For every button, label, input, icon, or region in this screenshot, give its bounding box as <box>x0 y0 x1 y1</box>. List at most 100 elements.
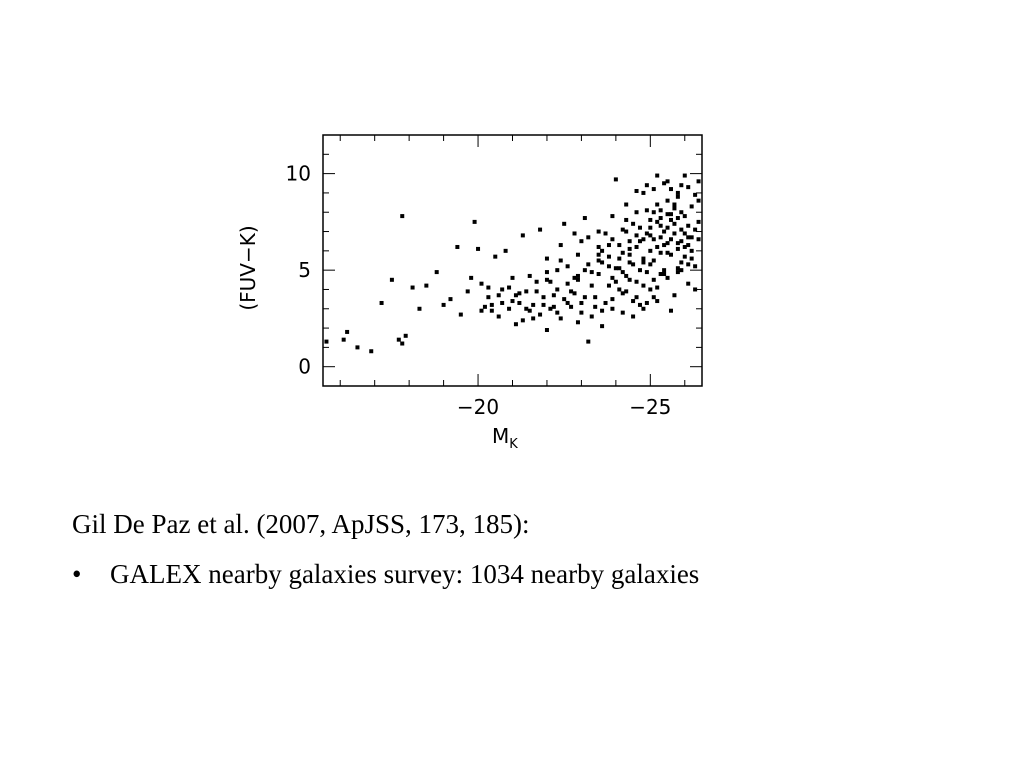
data-point <box>527 273 532 278</box>
data-point <box>648 248 653 253</box>
data-point <box>448 297 453 302</box>
data-point <box>593 304 598 309</box>
data-point <box>675 216 680 221</box>
data-point <box>575 252 580 257</box>
data-point <box>603 300 608 305</box>
data-point <box>517 291 522 296</box>
data-point <box>617 243 622 248</box>
data-point <box>586 262 591 267</box>
data-point <box>544 270 549 275</box>
data-point <box>507 285 512 290</box>
data-point <box>651 237 656 242</box>
caption-bullet-item: • GALEX nearby galaxies survey: 1034 near… <box>72 558 699 590</box>
data-point <box>489 302 494 307</box>
data-point <box>634 188 639 193</box>
data-point <box>637 302 642 307</box>
data-point <box>631 299 636 304</box>
data-point <box>679 268 684 273</box>
data-point <box>558 243 563 248</box>
data-point <box>675 246 680 251</box>
data-point <box>500 300 505 305</box>
data-point <box>665 250 670 255</box>
data-point <box>541 295 546 300</box>
data-point <box>620 310 625 315</box>
data-point <box>620 250 625 255</box>
data-point <box>675 190 680 195</box>
data-point <box>455 244 460 249</box>
y-tick-label: 5 <box>298 258 311 282</box>
data-point <box>665 275 670 280</box>
data-point <box>686 223 691 228</box>
data-point <box>624 289 629 294</box>
data-point <box>641 306 646 311</box>
data-point <box>520 318 525 323</box>
data-point <box>596 258 601 263</box>
data-point <box>503 248 508 253</box>
data-point <box>682 231 687 236</box>
data-point <box>586 235 591 240</box>
data-point <box>341 337 346 342</box>
data-point <box>634 233 639 238</box>
data-point <box>572 291 577 296</box>
data-point <box>689 248 694 253</box>
data-point <box>575 273 580 278</box>
data-point <box>624 273 629 278</box>
data-point <box>589 314 594 319</box>
data-point <box>579 310 584 315</box>
y-tick-label: 10 <box>286 162 311 186</box>
data-point <box>693 227 698 232</box>
data-point <box>507 306 512 311</box>
scatter-plot: 0 5 10 −20 −25 (FUV−K) MK <box>236 134 703 452</box>
data-point <box>575 277 580 282</box>
data-point <box>379 300 384 305</box>
data-point <box>631 262 636 267</box>
data-point <box>606 254 611 259</box>
data-point <box>558 258 563 263</box>
data-point <box>472 219 477 224</box>
data-point <box>658 208 663 213</box>
data-point <box>524 306 529 311</box>
data-point <box>637 239 642 244</box>
data-point <box>400 341 405 346</box>
data-point <box>486 295 491 300</box>
data-point <box>551 293 556 298</box>
data-point <box>582 216 587 221</box>
data-point <box>658 223 663 228</box>
data-point <box>679 227 684 232</box>
data-point <box>596 252 601 257</box>
data-point <box>600 324 605 329</box>
data-point <box>486 285 491 290</box>
data-point <box>569 289 574 294</box>
data-point <box>569 304 574 309</box>
data-point <box>662 229 667 234</box>
data-point <box>589 270 594 275</box>
data-point <box>693 192 698 197</box>
data-point <box>686 262 691 267</box>
data-point <box>689 256 694 261</box>
data-point <box>610 275 615 280</box>
data-point <box>441 302 446 307</box>
data-point <box>555 287 560 292</box>
x-axis-label-subscript: K <box>509 437 518 452</box>
data-point <box>513 322 518 327</box>
data-point <box>586 339 591 344</box>
data-point <box>572 231 577 236</box>
data-point <box>637 225 642 230</box>
data-point <box>665 225 670 230</box>
data-point <box>686 185 691 190</box>
data-point <box>510 275 515 280</box>
data-point <box>672 231 677 236</box>
data-point <box>648 287 653 292</box>
data-point <box>665 198 670 203</box>
data-point <box>575 320 580 325</box>
data-point <box>589 283 594 288</box>
data-point <box>662 181 667 186</box>
data-point <box>600 260 605 265</box>
data-point <box>675 266 680 271</box>
data-point <box>686 235 691 240</box>
data-points <box>324 173 701 354</box>
data-point <box>624 229 629 234</box>
x-axis-label: MK <box>492 424 518 452</box>
data-point <box>613 279 618 284</box>
data-point <box>655 219 660 224</box>
